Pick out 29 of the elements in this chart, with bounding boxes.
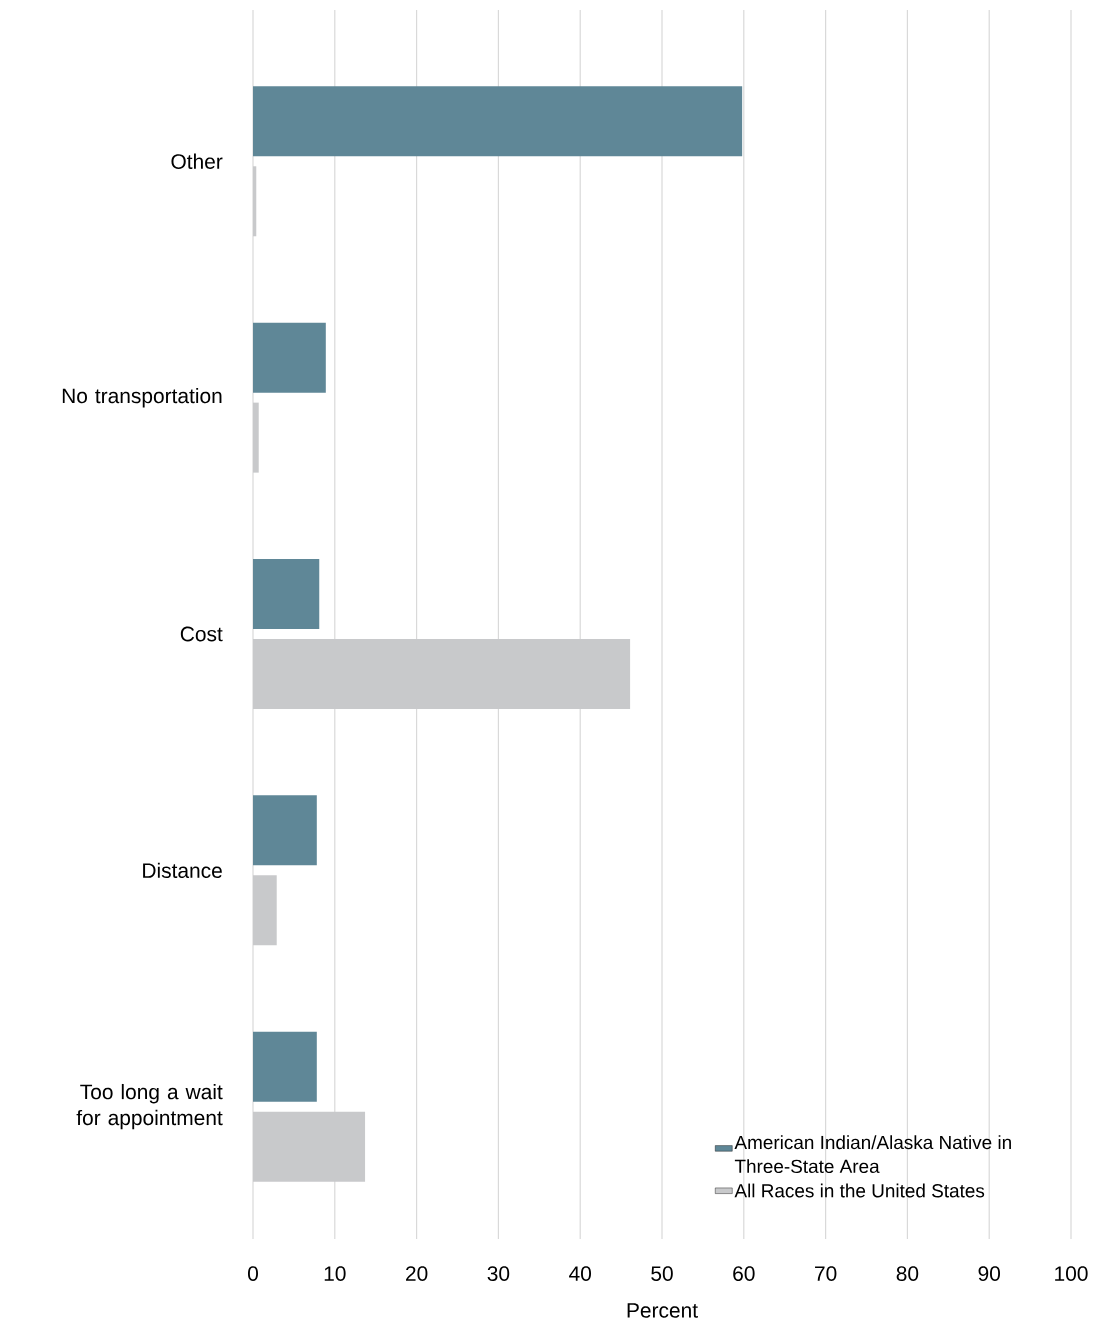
y-tick-label: Cost — [180, 626, 223, 642]
y-tick-label: No transportation — [62, 387, 222, 408]
bar — [253, 795, 317, 866]
x-tick-label: 10 — [324, 1266, 346, 1281]
x-tick-label: 0 — [247, 1266, 258, 1281]
bar — [253, 875, 277, 946]
y-tick-label: Too long a wait for appointment — [76, 1083, 223, 1130]
bar — [253, 322, 326, 393]
x-tick-label: 40 — [569, 1266, 592, 1281]
y-tick-label: Other — [171, 153, 223, 169]
bar — [253, 558, 320, 629]
x-tick-label: 60 — [733, 1266, 755, 1281]
x-tick-label: 70 — [815, 1266, 837, 1281]
x-tick-label: 30 — [487, 1266, 510, 1281]
bar — [253, 402, 259, 473]
x-axis-title: Percent — [627, 1303, 698, 1318]
bar — [253, 1031, 317, 1102]
bar — [253, 166, 257, 237]
bar — [253, 638, 631, 709]
bar — [253, 86, 743, 157]
legend-label: American Indian/Alaska Native in Three-State Area — [734, 1135, 1011, 1174]
x-tick-label: 50 — [651, 1266, 673, 1281]
x-tick-label: 80 — [896, 1266, 919, 1281]
legend-label: All Races in the United States — [734, 1183, 985, 1198]
bar — [253, 1111, 366, 1182]
y-tick-label: Distance — [143, 862, 222, 878]
x-tick-label: 20 — [406, 1266, 428, 1281]
x-tick-label: 90 — [978, 1266, 1001, 1281]
x-tick-label: 100 — [1055, 1266, 1088, 1281]
